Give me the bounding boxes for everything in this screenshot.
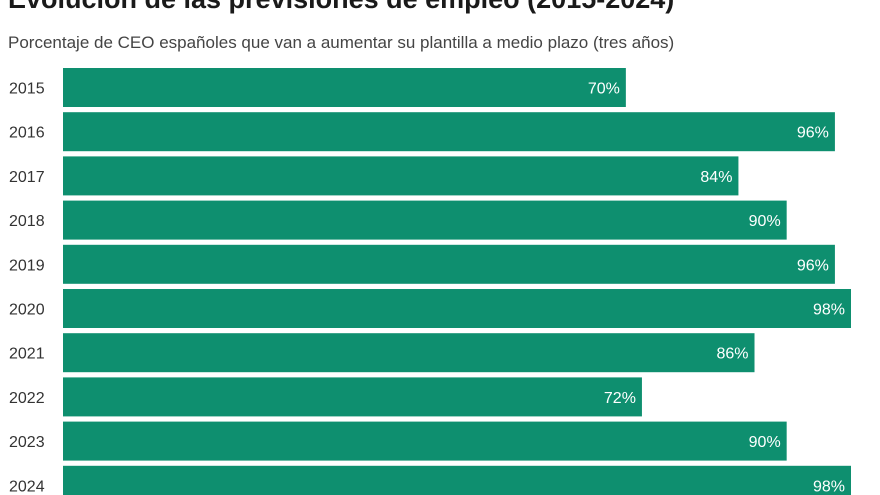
bar-2022 [63, 377, 642, 417]
bar-2015 [63, 68, 626, 107]
value-label-2017: 84% [700, 169, 732, 186]
category-label-2015: 2015 [9, 81, 45, 98]
bar-2016 [63, 112, 835, 152]
bar-2024 [63, 465, 851, 495]
bar-2020 [63, 289, 851, 328]
category-label-2016: 2016 [9, 125, 45, 142]
category-label-2019: 2019 [9, 257, 45, 274]
category-label-2024: 2024 [9, 478, 45, 495]
category-label-2018: 2018 [9, 213, 45, 230]
bar-2018 [63, 200, 787, 240]
value-label-2022: 72% [604, 390, 636, 407]
value-label-2019: 96% [797, 257, 829, 274]
bar-2019 [63, 244, 835, 284]
category-label-2022: 2022 [9, 390, 45, 407]
bar-2021 [63, 333, 755, 373]
category-label-2020: 2020 [9, 302, 45, 319]
category-label-2021: 2021 [9, 346, 45, 363]
chart-subtitle: Porcentaje de CEO españoles que van a au… [8, 33, 675, 52]
value-label-2021: 86% [716, 346, 748, 363]
category-label-2023: 2023 [9, 434, 45, 451]
bar-2023 [63, 421, 787, 461]
value-label-2023: 90% [749, 434, 781, 451]
value-label-2024: 98% [813, 478, 845, 495]
value-label-2016: 96% [797, 125, 829, 142]
category-label-2017: 2017 [9, 169, 45, 186]
chart-title: Evolución de las previsiones de empleo (… [8, 0, 674, 15]
value-label-2020: 98% [813, 302, 845, 319]
value-label-2018: 90% [749, 213, 781, 230]
bar-2017 [63, 156, 739, 196]
value-label-2015: 70% [588, 81, 620, 98]
